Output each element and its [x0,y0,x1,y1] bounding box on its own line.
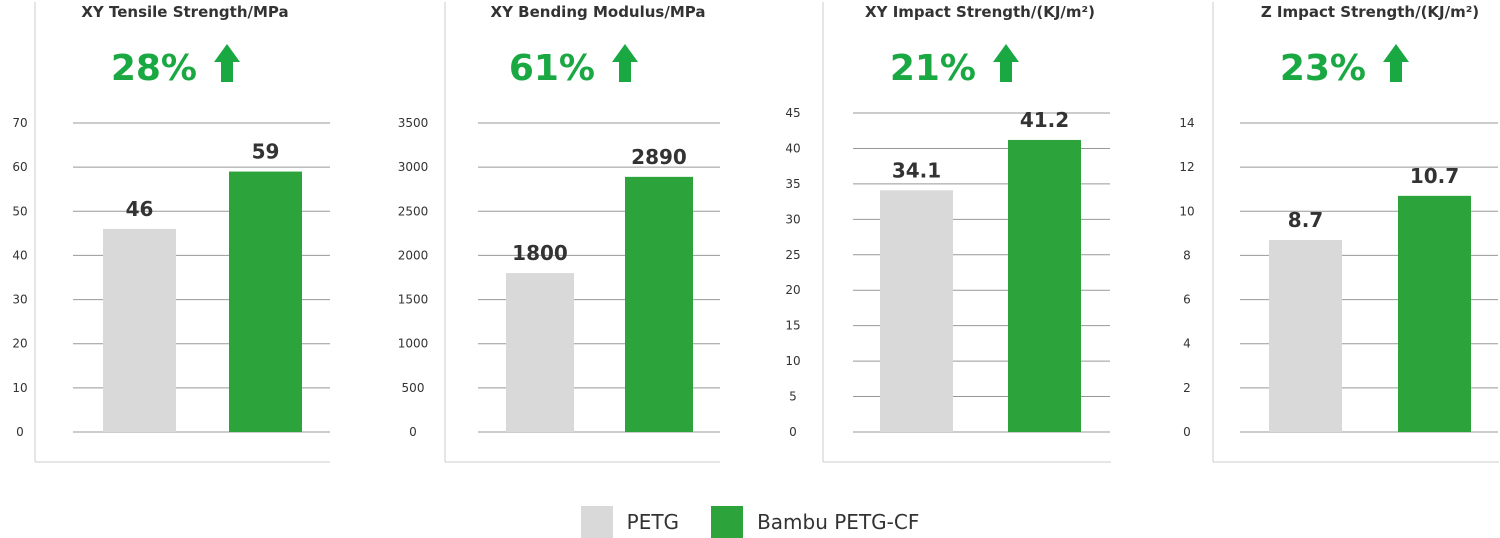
improvement-label: 61% [509,48,595,89]
data-label: 41.2 [1020,108,1069,132]
y-tick-label: 8 [1183,248,1191,262]
data-label: 46 [126,197,154,221]
y-tick-label: 0 [789,425,797,439]
y-tick-label: 25 [785,248,800,262]
y-tick-label: 15 [785,319,800,333]
data-label: 10.7 [1410,164,1459,188]
y-tick-label: 3500 [398,116,429,130]
chart-title: Z Impact Strength/(KJ/m²) [1261,3,1479,21]
y-tick-label: 10 [785,354,800,368]
y-tick-label: 14 [1179,116,1194,130]
y-tick-label: 12 [1179,160,1194,174]
y-tick-label: 40 [12,248,27,262]
data-label: 8.7 [1288,208,1323,232]
legend-label-petg: PETG [626,510,680,534]
y-tick-label: 10 [12,381,27,395]
chart-1: XY Tensile Strength/MPa 28% 0 10 20 30 40 50 60 7… [12,2,330,463]
y-tick-label: 20 [12,337,27,351]
y-tick-label: 1000 [398,337,429,351]
y-tick-label: 60 [12,160,27,174]
chart-title: XY Tensile Strength/MPa [81,3,288,21]
chart-4: Z Impact Strength/(KJ/m²) 23% 0 2 4 6 8 10 12 14 8… [1179,2,1499,463]
improvement-label: 28% [111,48,197,89]
y-tick-label: 45 [785,106,800,120]
y-tick-label: 6 [1183,293,1191,307]
chart-2: XY Bending Modulus/MPa 61% 0 500 1000 1500 200… [398,2,720,463]
y-tick-label: 0 [1183,425,1191,439]
bar-petg-cf [1008,139,1081,432]
data-label: 34.1 [892,158,941,182]
chart-title: XY Impact Strength/(KJ/m²) [865,3,1095,21]
y-tick-label: 2500 [398,204,429,218]
bar-petg [1269,239,1342,432]
bar-petg [103,228,176,432]
y-tick-label: 50 [12,204,27,218]
y-tick-label: 1500 [398,293,429,307]
bar-petg-cf [229,171,302,433]
data-label: 1800 [512,241,568,265]
improvement-label: 21% [890,48,976,89]
y-tick-label: 2000 [398,248,429,262]
arrow-up-icon [993,44,1019,82]
y-tick-label: 40 [785,141,800,155]
bar-petg [506,273,574,432]
bar-petg [880,190,953,432]
legend: PETG Bambu PETG-CF [0,506,1500,538]
y-tick-label: 500 [402,381,425,395]
chart-title: XY Bending Modulus/MPa [491,3,706,21]
data-label: 2890 [631,145,687,169]
y-tick-label: 35 [785,177,800,191]
bar-petg-cf [1398,195,1471,432]
bar-petg-cf [625,176,693,432]
legend-item-petg: PETG [580,506,680,538]
arrow-up-icon [214,44,240,82]
y-tick-label: 2 [1183,381,1191,395]
data-label: 59 [252,140,280,164]
y-tick-label: 3000 [398,160,429,174]
legend-swatch-petg [580,506,613,538]
arrow-up-icon [612,44,638,82]
legend-swatch-petg-cf [711,506,744,538]
y-tick-label: 0 [16,425,24,439]
legend-label-petg-cf: Bambu PETG-CF [757,510,920,534]
improvement-label: 23% [1280,48,1366,89]
y-tick-label: 30 [785,212,800,226]
y-tick-label: 0 [409,425,417,439]
y-tick-label: 30 [12,293,27,307]
y-tick-label: 20 [785,283,800,297]
y-tick-label: 10 [1179,204,1194,218]
legend-item-petg-cf: Bambu PETG-CF [711,506,919,538]
arrow-up-icon [1383,44,1409,82]
chart-3: XY Impact Strength/(KJ/m²) 21% 0 5 10 15 20 25 3… [785,2,1111,463]
y-tick-label: 5 [789,390,797,404]
y-tick-label: 4 [1183,337,1191,351]
y-tick-label: 70 [12,116,27,130]
